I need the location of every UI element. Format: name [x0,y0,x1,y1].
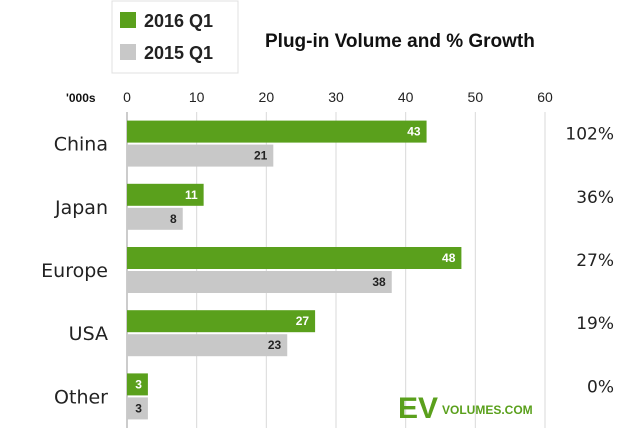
x-tick-label: 30 [328,89,344,105]
category-label: China [54,134,108,156]
category-label: Other [54,386,108,408]
data-label-2015: 38 [372,275,386,289]
x-tick-label: 50 [468,89,484,105]
legend-swatch-2015 [120,44,136,60]
data-label-2016: 43 [407,125,421,139]
bar-2016-china [127,120,427,143]
x-tick-label: 10 [189,89,205,105]
logo-ev: EV [398,392,438,425]
growth-label: 27% [576,251,614,271]
ev-volumes-logo: EV VOLUMES.COM [398,392,533,425]
bar-2015-europe [127,271,392,293]
legend-label-2015: 2015 Q1 [144,43,213,63]
growth-labels: 102% 36% 27% 19% 0% [565,125,614,398]
data-label-2016: 11 [185,188,198,202]
growth-label: 19% [576,314,614,334]
legend-label-2016: 2016 Q1 [144,11,213,31]
data-label-2016: 48 [442,251,456,265]
growth-label: 0% [587,377,614,397]
data-label-2016: 3 [135,377,142,391]
category-labels: China Japan Europe USA Other [41,134,108,409]
x-tick-label: 20 [259,89,275,105]
bars: 43 21 11 8 48 38 27 23 3 3 [127,120,462,420]
bar-2016-usa [127,310,316,333]
chart-title: Plug-in Volume and % Growth [265,31,535,52]
legend: 2016 Q1 2015 Q1 [111,0,239,74]
data-label-2015: 23 [268,338,282,352]
growth-label: 102% [565,125,614,145]
x-tick-labels: 0 10 20 30 40 50 60 [123,89,553,105]
growth-label: 36% [576,188,614,208]
unit-label: '000s [66,91,96,105]
data-label-2015: 8 [170,212,177,226]
data-label-2015: 3 [135,401,142,415]
logo-sub: VOLUMES.COM [442,403,533,417]
category-label: Japan [54,197,108,219]
bar-2016-other [127,373,148,396]
data-label-2016: 27 [296,314,310,328]
bar-2016-japan [127,183,204,206]
category-label: Europe [41,260,108,282]
x-tick-label: 60 [537,89,553,105]
bar-2015-other [127,397,148,420]
bar-2015-japan [127,207,183,230]
bar-2015-usa [127,334,288,357]
x-tick-label: 40 [398,89,414,105]
data-label-2015: 21 [254,149,268,163]
bar-2015-china [127,144,274,167]
bar-2016-europe [127,247,462,269]
legend-swatch-2016 [120,12,136,28]
x-tick-label: 0 [123,89,131,105]
category-label: USA [69,323,108,345]
